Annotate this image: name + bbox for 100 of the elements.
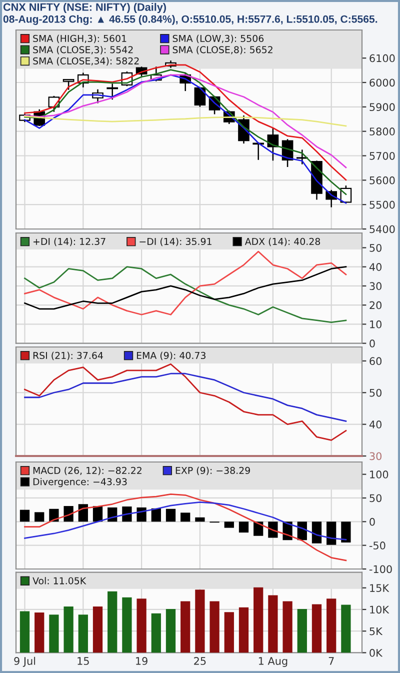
bar <box>282 601 292 653</box>
bar <box>224 522 234 528</box>
y-tick-label: 30 <box>370 282 382 290</box>
bar <box>238 607 249 653</box>
bar <box>254 587 264 653</box>
bar <box>224 612 234 653</box>
bar <box>180 512 190 522</box>
candlestick <box>252 142 264 161</box>
y-tick-label: 100 <box>370 470 388 478</box>
legend-label: ADX (14): 40.28 <box>244 238 320 246</box>
bar <box>238 522 249 533</box>
bar <box>312 522 322 544</box>
legend-label: SMA (CLOSE,34): 5822 <box>33 57 139 66</box>
y-tick-label: 30 <box>370 452 382 460</box>
y-tick-label: -100 <box>369 565 392 574</box>
y-tick-label: 10 <box>370 320 382 328</box>
bar <box>326 598 336 653</box>
y-tick-label: 5500 <box>370 200 395 209</box>
y-tick-label: 0 <box>370 340 375 348</box>
bar <box>254 522 264 536</box>
bar <box>151 508 161 522</box>
line-series <box>24 266 347 323</box>
y-tick-label: 0K <box>370 648 383 657</box>
line-series <box>24 250 347 316</box>
line-series <box>24 502 347 540</box>
bar <box>341 604 351 653</box>
bar <box>34 512 44 522</box>
x-tick-label: 15 <box>78 657 89 665</box>
bar <box>136 598 146 653</box>
y-tick-label: 5800 <box>370 128 395 136</box>
bar <box>20 611 30 653</box>
bar <box>136 507 146 522</box>
bar <box>210 601 220 653</box>
y-tick-label: 5600 <box>370 176 395 184</box>
bar <box>326 522 336 545</box>
line-series <box>24 74 347 168</box>
legend-label: EXP (9): −38.29 <box>176 466 250 476</box>
bar <box>122 597 132 653</box>
bar <box>180 601 190 653</box>
x-tick-label: 25 <box>194 657 206 665</box>
y-tick-label: 40 <box>369 420 382 428</box>
y-tick-label: 5K <box>370 627 383 636</box>
y-tick-label: 6100 <box>370 54 395 62</box>
legend-label: −DI (14): 35.91 <box>140 238 212 246</box>
bar <box>297 609 307 653</box>
bar <box>166 508 176 522</box>
line-series <box>24 266 347 310</box>
bar <box>166 609 176 653</box>
bar <box>108 591 118 653</box>
legend-label: EMA (9): 40.73 <box>136 352 206 360</box>
y-tick-label: -50 <box>369 542 386 550</box>
y-tick-label: 40 <box>369 263 382 271</box>
y-tick-label: 5900 <box>370 103 395 112</box>
y-tick-label: 0 <box>370 518 375 526</box>
legend-label: SMA (CLOSE,3): 5542 <box>33 46 133 54</box>
y-tick-label: 60 <box>370 357 382 366</box>
legend-label: MACD (26, 12): −82.22 <box>33 466 142 476</box>
bar <box>78 504 88 522</box>
y-tick-label: 10K <box>370 606 390 614</box>
bar <box>78 614 88 653</box>
bar <box>341 522 351 542</box>
bar <box>151 613 161 653</box>
y-tick-label: 5400 <box>370 225 395 234</box>
y-tick-label: 50 <box>370 494 382 502</box>
line-series <box>24 494 347 562</box>
x-tick-label: 1 Aug <box>258 657 288 667</box>
bar <box>195 590 205 653</box>
candlestick <box>62 78 74 90</box>
y-tick-label: 15K <box>370 584 390 592</box>
bar <box>49 508 59 522</box>
chart-subtitle: 08-Aug-2013 Chg: ▲ 46.55 (0.84%), O:5510.05, H:5577.6, L:5510.05, C:5565. <box>3 15 378 25</box>
bar <box>34 612 44 653</box>
chart-title: CNX NIFTY (NSE: NIFTY) (Daily) <box>3 2 166 14</box>
line-series <box>24 363 347 441</box>
bar <box>268 595 278 653</box>
legend-label: SMA (LOW,3): 5506 <box>172 34 264 44</box>
legend-label: +DI (14): 12.37 <box>34 238 106 246</box>
bar <box>268 522 278 538</box>
bar <box>312 604 322 653</box>
x-tick-label: 9 Jul <box>14 656 36 667</box>
line-series <box>24 372 347 422</box>
y-tick-label: 20 <box>370 301 382 310</box>
y-tick-label: 6000 <box>370 78 395 87</box>
legend-label: Vol: 11.05K <box>32 577 86 584</box>
bar <box>64 506 74 522</box>
bar <box>195 517 205 522</box>
candlestick <box>194 87 206 108</box>
bar <box>49 614 59 653</box>
legend-label: SMA (CLOSE,8): 5652 <box>172 46 272 54</box>
x-tick-label: 19 <box>136 657 148 665</box>
bar <box>92 606 103 653</box>
y-tick-label: 50 <box>370 244 382 252</box>
legend-label: SMA (HIGH,3): 5601 <box>33 34 126 44</box>
legend-label: RSI (21): 37.64 <box>33 352 103 360</box>
y-tick-label: 50 <box>370 388 382 397</box>
y-tick-label: 5700 <box>370 152 395 160</box>
bar <box>20 510 30 522</box>
x-tick-label: 7 <box>328 657 334 665</box>
bar <box>122 506 132 522</box>
legend-label: Divergence: −43.93 <box>33 478 127 488</box>
